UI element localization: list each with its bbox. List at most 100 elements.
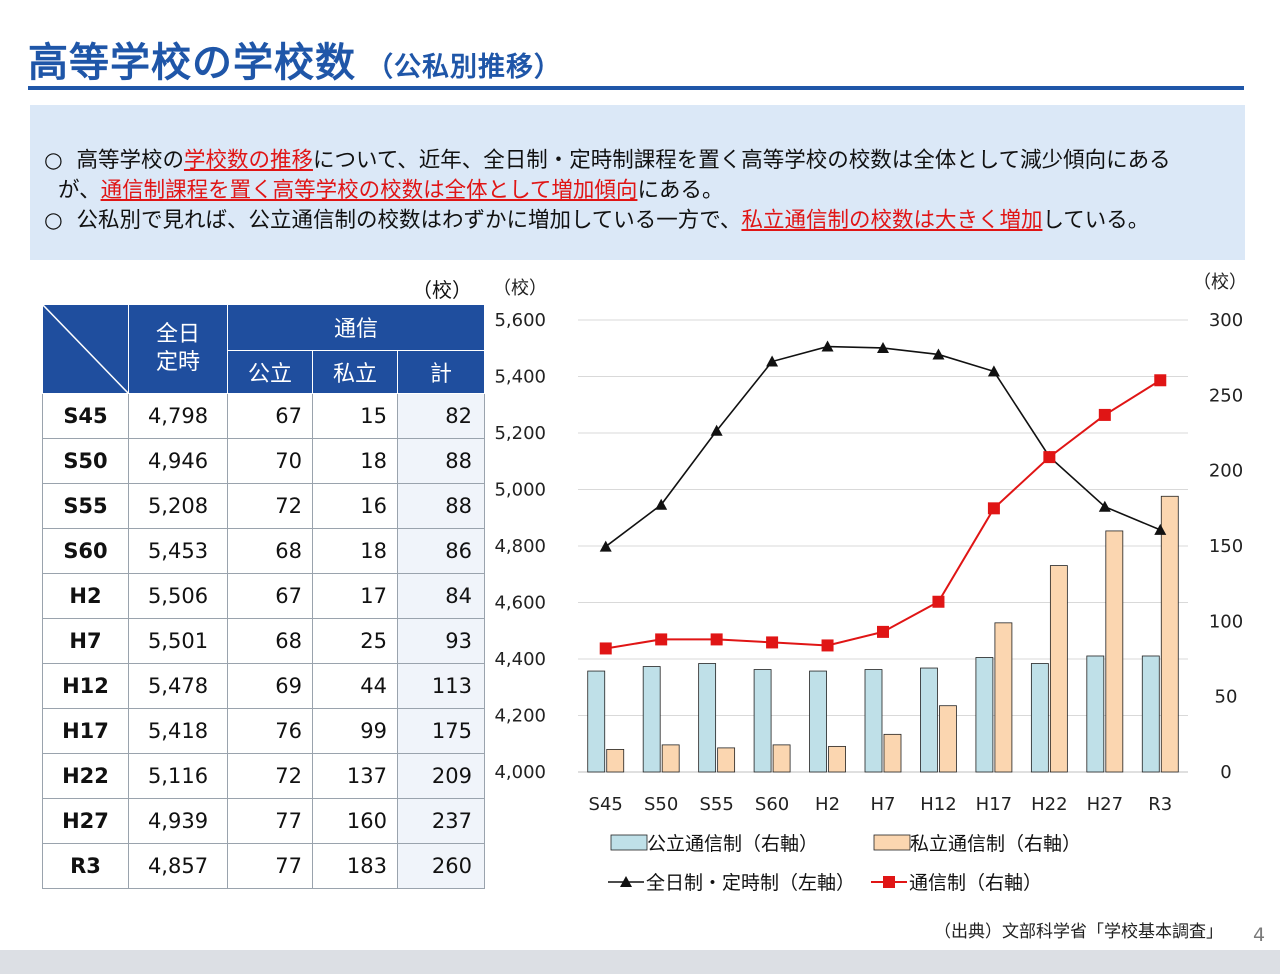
y-right-tick-label: 150 (1209, 536, 1243, 557)
school-count-chart: 4,000 4,200 4,400 4,600 4,800 5,000 5,200 5,400… (493, 272, 1247, 894)
bar-public (864, 669, 883, 773)
marker-correspondence (987, 502, 1000, 515)
x-tick-label: R3 (1148, 794, 1172, 815)
row-fulltime: 5,116 (128, 753, 228, 799)
y-left-tick-label: 4,600 (494, 593, 546, 614)
summary-line-3: ○ 公私別で見れば、公立通信制の校数はわずかに増加している一方で、私立通信制の校… (44, 203, 1149, 234)
y-left-tick-label: 5,400 (494, 367, 546, 388)
table-row: H7 5,501 68 25 93 (42, 618, 485, 664)
table-row: H27 4,939 77 160 237 (42, 798, 485, 844)
bar-private (606, 748, 625, 773)
bar-private (661, 744, 680, 773)
text: 公私別で見れば、公立通信制の校数はわずかに増加している一方で、 (76, 208, 742, 233)
row-fulltime: 4,939 (128, 798, 228, 844)
header-total: 計 (397, 349, 485, 394)
bullet: ○ (44, 148, 63, 173)
marker-correspondence (1043, 451, 1056, 464)
header-fulltime-2: 定時 (155, 350, 200, 375)
header-private: 私立 (312, 349, 398, 394)
row-fulltime: 5,501 (128, 618, 228, 664)
bar-private (772, 744, 791, 773)
table-row: H17 5,418 76 99 175 (42, 708, 485, 754)
marker-correspondence (710, 633, 723, 646)
x-tick-label: H2 (815, 794, 840, 815)
text: にある。 (637, 178, 724, 203)
row-private: 99 (312, 708, 398, 754)
marker-fulltime (877, 341, 889, 353)
row-total: 88 (397, 483, 485, 529)
y-right-tick-label: 250 (1209, 385, 1243, 406)
row-era: S50 (42, 438, 129, 484)
x-tick-label: S50 (644, 794, 678, 815)
bar-private (1105, 530, 1124, 773)
row-private: 160 (312, 798, 398, 844)
header-public: 公立 (227, 349, 313, 394)
row-public: 68 (227, 528, 313, 574)
row-era: H12 (42, 663, 129, 709)
y-left-tick-label: 5,600 (494, 310, 546, 331)
row-total: 175 (397, 708, 485, 754)
marker-correspondence (1098, 408, 1111, 421)
row-public: 77 (227, 843, 313, 889)
row-public: 69 (227, 663, 313, 709)
slide: 高等学校の学校数 （公私別推移） ○ 高等学校の学校数の推移について、近年、全日制… (0, 0, 1280, 950)
legend-swatch-private (873, 834, 911, 851)
bar-private (994, 622, 1013, 773)
bar-public (698, 663, 717, 773)
y-right-tick-label: 0 (1220, 762, 1231, 783)
row-public: 68 (227, 618, 313, 664)
x-tick-label: H7 (871, 794, 896, 815)
marker-fulltime (655, 498, 668, 510)
source-note: （出典）文部科学省「学校基本調査」 (934, 922, 1223, 942)
row-private: 18 (312, 438, 398, 484)
bullet: ○ (44, 208, 63, 233)
legend-swatch-public (610, 834, 648, 851)
row-private: 137 (312, 753, 398, 799)
row-total: 260 (397, 843, 485, 889)
row-public: 67 (227, 573, 313, 619)
legend-marker-fulltime (620, 876, 632, 887)
row-era: H17 (42, 708, 129, 754)
bar-public (920, 667, 938, 773)
table-row: H22 5,116 72 137 209 (42, 753, 485, 799)
bar-private (883, 733, 902, 773)
row-total: 84 (397, 573, 485, 619)
row-total: 209 (397, 753, 485, 799)
bar-public (753, 669, 772, 773)
page-title: 高等学校の学校数 （公私別推移） (28, 30, 562, 88)
x-tick-label: H22 (1031, 794, 1067, 815)
header-correspondence: 通信 (227, 304, 485, 351)
row-fulltime: 5,453 (128, 528, 228, 574)
table-unit-label: （校） (412, 278, 472, 302)
row-fulltime: 4,857 (128, 843, 228, 889)
legend-marker-correspondence (883, 876, 895, 888)
row-fulltime: 5,418 (128, 708, 228, 754)
row-fulltime: 5,208 (128, 483, 228, 529)
marker-fulltime (1154, 523, 1167, 535)
row-era: R3 (42, 843, 129, 889)
bar-public (1086, 655, 1105, 773)
row-era: S45 (42, 393, 129, 439)
text: が、 (58, 178, 101, 203)
x-tick-label: S60 (755, 794, 789, 815)
line-correspondence (605, 379, 1161, 650)
row-private: 44 (312, 663, 398, 709)
table-row: R3 4,857 77 183 260 (42, 843, 485, 889)
row-public: 70 (227, 438, 313, 484)
y-left-tick-label: 4,000 (494, 762, 546, 783)
summary-line-2: が、通信制課程を置く高等学校の校数は全体として増加傾向にある。 (58, 173, 723, 204)
marker-fulltime (710, 424, 723, 436)
header-fulltime-1: 全日 (155, 322, 200, 347)
x-tick-label: H27 (1087, 794, 1123, 815)
y-left-tick-label: 5,000 (494, 480, 546, 501)
y-left-tick-label: 4,400 (494, 649, 546, 670)
y-right-unit: （校） (1193, 272, 1247, 293)
bar-private (1049, 565, 1068, 773)
row-total: 88 (397, 438, 485, 484)
y-left-unit: （校） (493, 278, 547, 299)
y-right-tick-label: 100 (1209, 611, 1243, 632)
y-right-tick-label: 300 (1209, 310, 1243, 331)
marker-correspondence (821, 639, 834, 652)
row-total: 93 (397, 618, 485, 664)
row-era: S55 (42, 483, 129, 529)
